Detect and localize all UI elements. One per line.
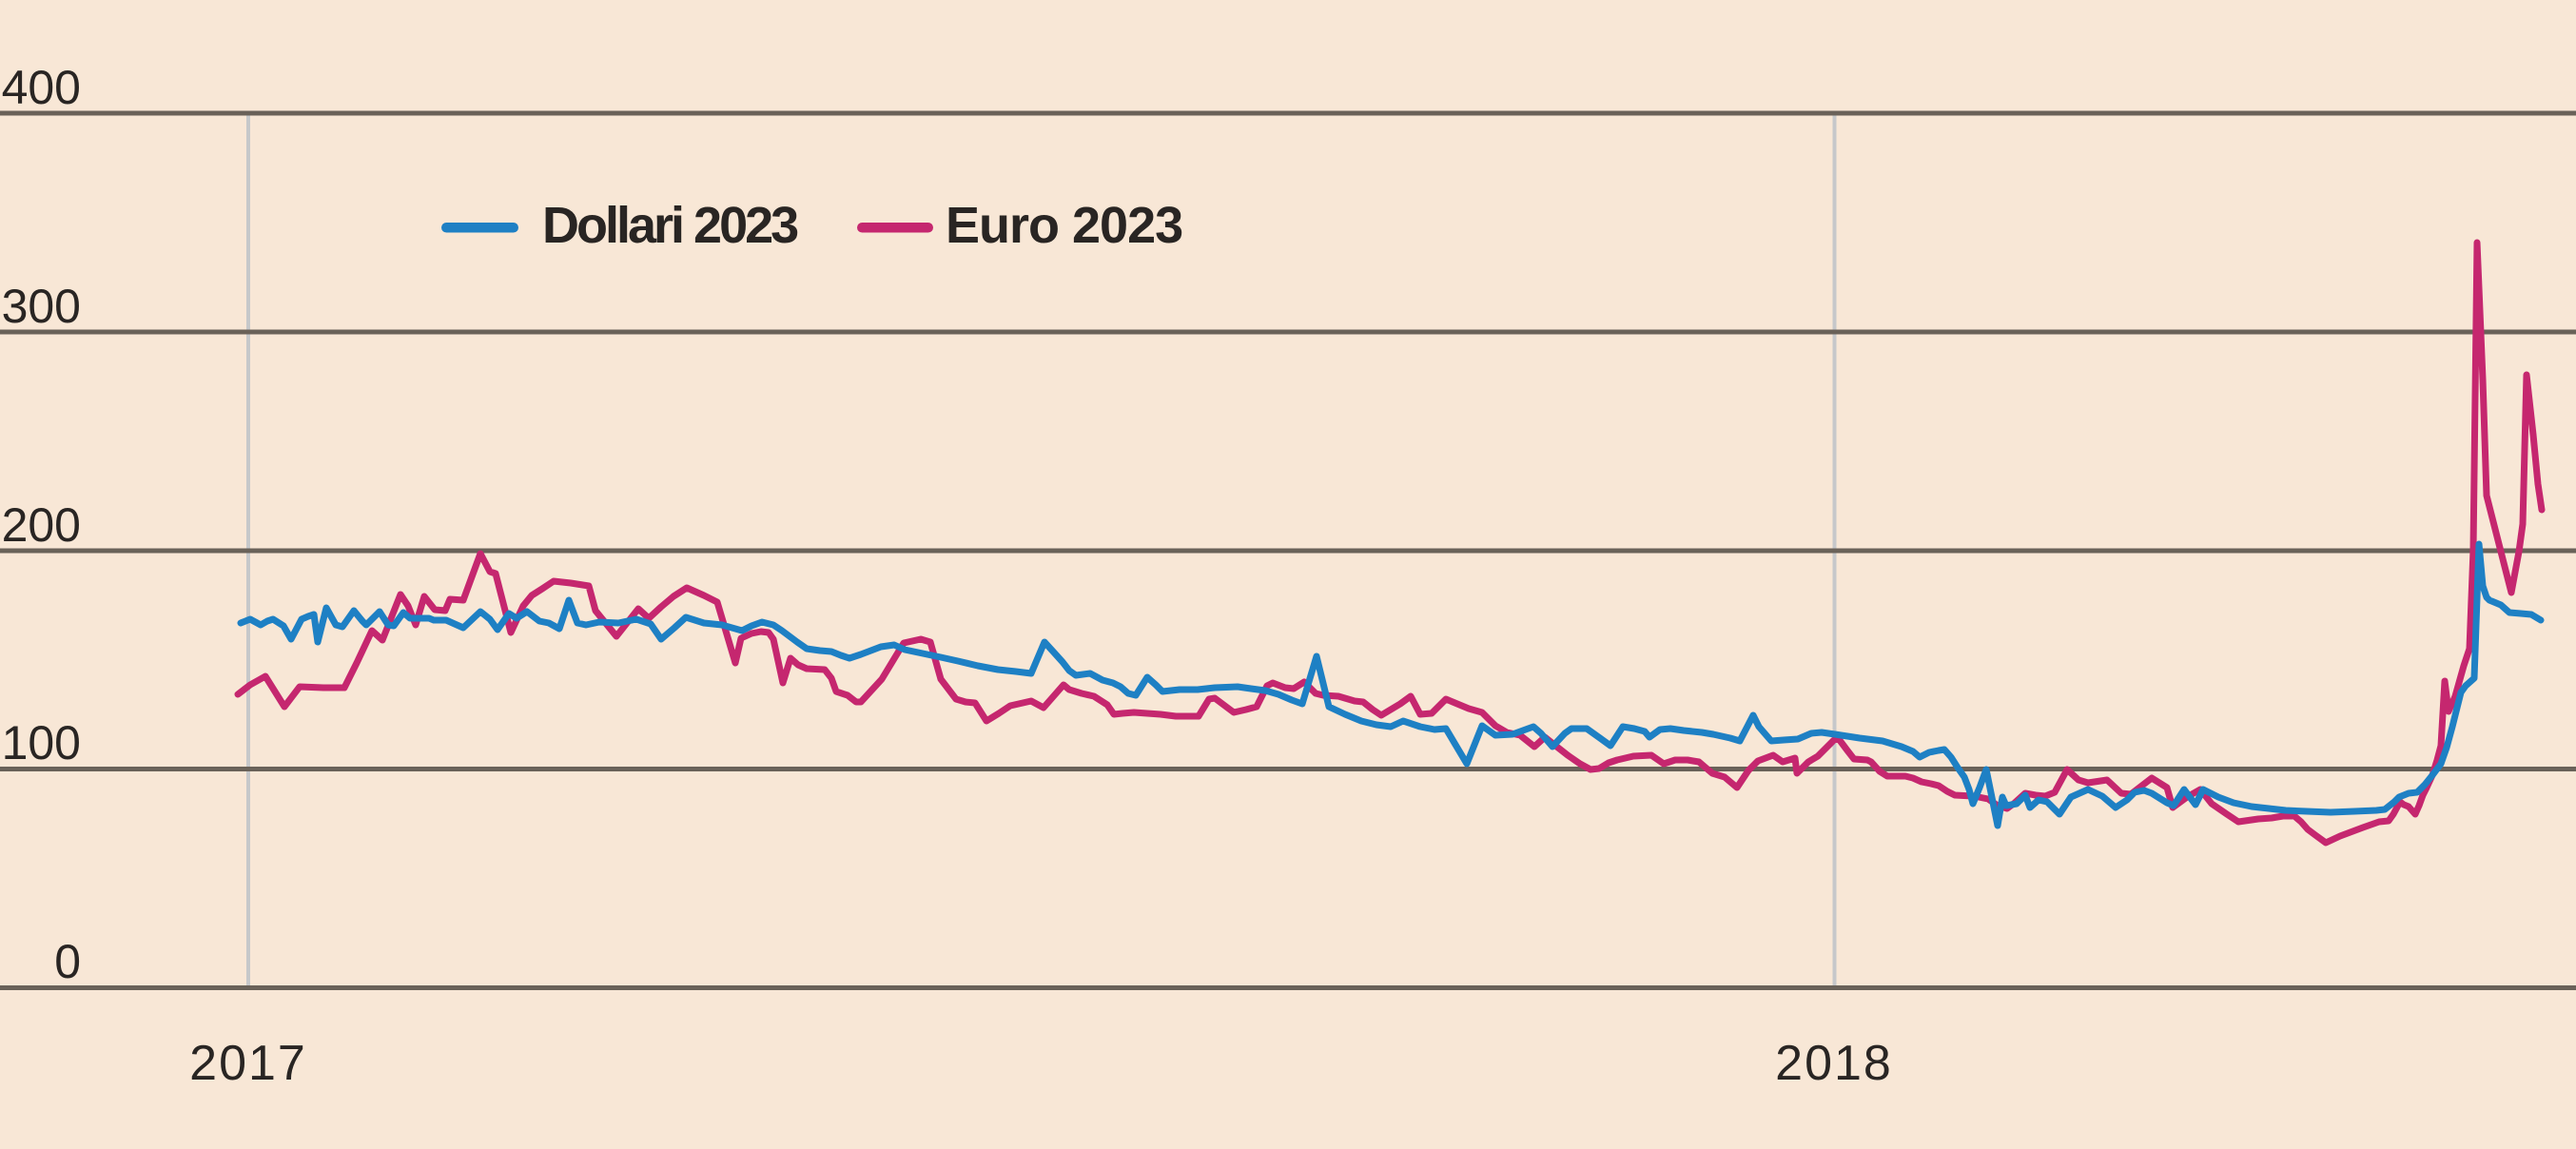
svg-text:Dollari 2023: Dollari 2023 [542, 197, 798, 254]
svg-text:200: 200 [2, 498, 81, 552]
svg-text:2017: 2017 [189, 1036, 307, 1091]
svg-text:Euro 2023: Euro 2023 [946, 197, 1182, 254]
svg-text:300: 300 [2, 280, 81, 333]
svg-text:100: 100 [2, 716, 81, 769]
svg-text:2018: 2018 [1775, 1036, 1893, 1091]
svg-text:0: 0 [54, 935, 81, 988]
svg-text:400: 400 [2, 61, 81, 114]
